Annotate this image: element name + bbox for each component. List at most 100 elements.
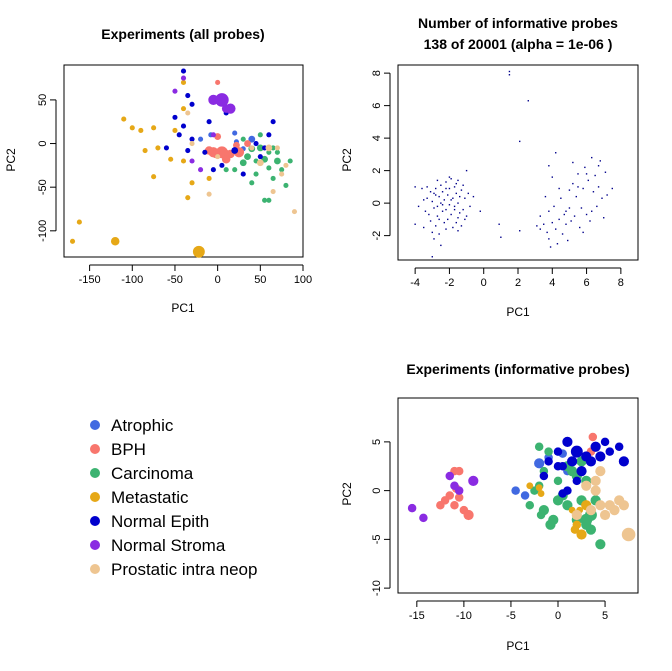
p2-x-tick-label: -4 [410, 277, 420, 289]
data-point-normal-epith [600, 437, 610, 447]
probe-point [465, 169, 468, 172]
p1-x-tick-label: 50 [254, 274, 266, 286]
probe-point [536, 225, 538, 227]
data-point-carcinoma [544, 447, 553, 456]
panel3-xlabel: PC1 [506, 639, 530, 653]
data-point-metastatic [180, 79, 187, 86]
data-point-carcinoma [585, 524, 597, 535]
probe-point [544, 195, 547, 198]
p3-x-tick-label: -15 [409, 610, 425, 622]
panel2-axes: -4 -2 0 2 4 6 8 -2 0 2 4 6 8 [371, 70, 624, 289]
probe-point [500, 236, 502, 238]
data-point-normal-stroma [419, 513, 428, 523]
data-point-prostatic-intra-neop [595, 466, 606, 477]
data-point-metastatic [180, 106, 187, 112]
data-point-prostatic-intra-neop [590, 485, 601, 496]
data-point-carcinoma [274, 149, 280, 155]
panel1-points [69, 68, 298, 258]
p1-y-tick-label: -50 [37, 179, 49, 195]
probe-point [592, 191, 595, 193]
probe-point [459, 212, 461, 214]
probe-point [435, 225, 437, 227]
probe-point [603, 217, 605, 219]
legend-label: Carcinoma [111, 464, 194, 483]
probe-point [551, 221, 553, 224]
probe-point [472, 195, 475, 198]
probe-point [568, 189, 571, 191]
probe-point [441, 204, 444, 206]
data-point-normal-epith [163, 145, 169, 151]
data-point-normal-stroma [189, 158, 195, 164]
panel2-points [414, 70, 613, 258]
data-point-normal-stroma [225, 103, 236, 114]
panel1-title: Experiments (all probes) [101, 26, 264, 42]
probe-point [443, 199, 445, 201]
probe-point [611, 187, 613, 190]
probe-point [433, 207, 435, 209]
probe-point [548, 238, 550, 240]
probe-point [457, 217, 459, 219]
data-point-metastatic [142, 147, 148, 154]
probe-point [565, 223, 567, 225]
probe-point [519, 140, 521, 143]
probe-point [438, 195, 440, 198]
probe-point [579, 226, 581, 229]
probe-point [421, 187, 423, 190]
probe-point [584, 166, 586, 169]
probe-point [441, 210, 444, 212]
probe-point [565, 210, 567, 212]
data-point-metastatic [537, 490, 545, 497]
probe-point [479, 210, 481, 212]
data-point-normal-epith [614, 442, 624, 451]
probe-point [429, 220, 432, 222]
probe-point [453, 186, 456, 188]
probe-point [424, 210, 427, 212]
data-point-metastatic [76, 219, 82, 225]
panel2-xlabel: PC1 [506, 305, 530, 319]
probe-point [436, 205, 439, 208]
probe-point [508, 74, 511, 76]
probe-point [563, 213, 565, 216]
probe-point [599, 160, 601, 162]
probe-point [457, 230, 459, 232]
probe-point [580, 207, 583, 209]
legend-marker [90, 444, 100, 454]
data-point-normal-epith [210, 167, 216, 173]
p3-x-tick-label: -5 [506, 610, 516, 622]
panel3-axes: -15 -10 -5 0 5 -10 -5 0 5 [371, 439, 608, 622]
data-point-metastatic [576, 529, 587, 540]
probe-point [448, 204, 451, 206]
data-point-metastatic [172, 127, 178, 134]
data-point-carcinoma [270, 175, 276, 182]
data-point-normal-stroma [445, 471, 455, 481]
probe-point [445, 187, 447, 190]
data-point-normal-epith [605, 447, 615, 456]
probe-point [572, 161, 574, 164]
p1-y-tick-label: 50 [37, 94, 49, 106]
probe-point [555, 152, 557, 154]
probe-point [582, 231, 584, 234]
probe-point [601, 197, 603, 199]
data-point-bph [215, 79, 221, 86]
probe-point [438, 218, 440, 221]
probe-point [438, 233, 440, 235]
probe-point [575, 195, 577, 198]
data-point-metastatic [192, 245, 205, 258]
data-point-normal-stroma [180, 75, 187, 81]
probe-point [549, 246, 552, 248]
data-point-prostatic-intra-neop [590, 475, 601, 486]
probe-point [462, 208, 464, 211]
probe-point [508, 70, 511, 73]
data-point-normal-stroma [198, 167, 204, 173]
data-point-prostatic-intra-neop [215, 154, 221, 160]
probe-point [567, 239, 569, 242]
probe-point [594, 174, 596, 177]
probe-point [426, 186, 428, 188]
probe-point [429, 191, 432, 193]
probe-point [577, 186, 579, 188]
data-point-metastatic [121, 116, 127, 122]
p1-y-tick-label: 0 [37, 140, 49, 146]
probe-point [591, 156, 593, 159]
data-point-normal-epith [618, 456, 629, 467]
legend-marker [90, 564, 100, 574]
